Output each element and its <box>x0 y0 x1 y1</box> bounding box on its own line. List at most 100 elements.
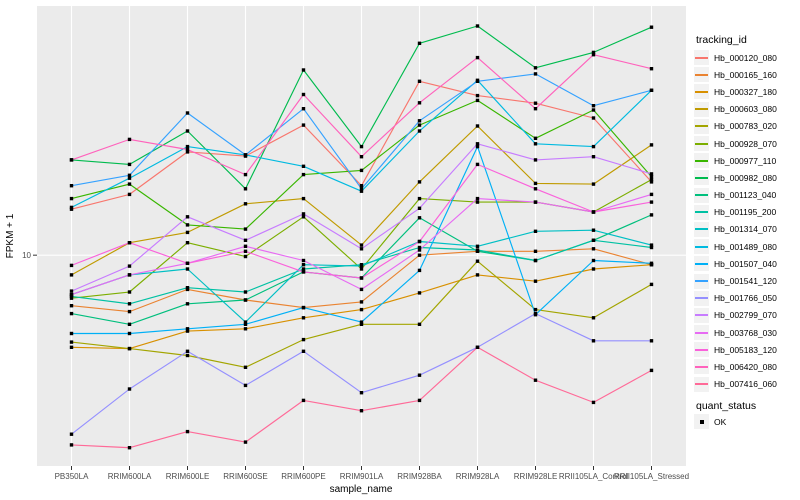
quant-ok-key <box>694 414 709 430</box>
data-point-marker <box>301 123 306 127</box>
data-point-marker <box>417 41 422 45</box>
legend-item-Hb_005183_120: Hb_005183_120 <box>694 341 777 358</box>
x-tick-label: RRIM600LE <box>166 472 210 481</box>
legend-key <box>694 342 709 358</box>
data-point-marker <box>301 92 306 97</box>
legend-item-label: Hb_000120_080 <box>714 52 777 63</box>
legend-key <box>694 307 709 323</box>
data-point-marker <box>591 258 596 263</box>
data-point-marker <box>533 307 538 312</box>
data-point-marker <box>533 187 538 191</box>
data-point-marker <box>359 409 364 413</box>
data-point-marker <box>417 322 422 326</box>
data-point-marker <box>475 93 480 98</box>
data-point-marker <box>243 153 248 157</box>
data-point-marker <box>301 349 306 353</box>
data-point-marker <box>475 200 480 204</box>
data-point-marker <box>185 286 190 290</box>
data-point-marker <box>591 155 596 159</box>
legend-item-label: Hb_000327_180 <box>714 86 777 97</box>
data-point-marker <box>591 144 596 149</box>
data-point-marker <box>359 187 364 191</box>
data-point-marker <box>185 329 190 333</box>
data-point-marker <box>301 263 306 267</box>
data-point-marker <box>591 316 596 320</box>
data-point-marker <box>359 276 364 280</box>
data-point-marker <box>359 391 364 395</box>
data-point-marker <box>591 247 596 251</box>
data-point-marker <box>417 79 422 83</box>
x-tick-label: RRII105LA_Stressed <box>614 472 689 481</box>
data-point-marker <box>185 111 190 115</box>
legend-line-swatch-icon <box>695 125 708 128</box>
data-point-marker <box>649 368 654 373</box>
data-point-marker <box>417 119 422 123</box>
data-point-marker <box>475 144 480 149</box>
data-point-marker <box>69 196 74 201</box>
legend-item-Hb_000603_080: Hb_000603_080 <box>694 101 777 118</box>
data-point-marker <box>649 175 654 179</box>
data-point-marker <box>417 216 422 220</box>
legend-line-swatch-icon <box>695 176 708 179</box>
data-point-marker <box>185 215 190 219</box>
legend-item-label: Hb_000603_080 <box>714 104 777 115</box>
data-point-marker <box>301 212 306 216</box>
legend-line-swatch-icon <box>695 73 708 76</box>
legend-line-swatch-icon <box>695 211 708 214</box>
data-point-marker <box>243 327 248 331</box>
data-point-marker <box>475 24 480 28</box>
y-tick-label: 10 <box>22 251 31 260</box>
data-point-marker <box>591 339 596 343</box>
data-point-marker <box>533 142 538 146</box>
data-point-marker <box>533 258 538 263</box>
legend-item-Hb_000327_180: Hb_000327_180 <box>694 83 777 100</box>
data-point-marker <box>533 181 538 186</box>
data-point-marker <box>475 273 480 277</box>
data-point-marker <box>359 247 364 251</box>
x-tick-label: RRIM600SE <box>223 472 267 481</box>
data-point-marker <box>475 142 480 146</box>
legend-item-Hb_001489_080: Hb_001489_080 <box>694 238 777 255</box>
data-point-marker <box>243 238 248 242</box>
data-point-marker <box>127 162 132 167</box>
data-point-marker <box>475 98 480 103</box>
legend-key <box>694 359 709 375</box>
data-point-marker <box>243 365 248 369</box>
data-point-marker <box>591 53 596 57</box>
data-point-marker <box>649 172 654 176</box>
black-square-marker-icon <box>699 419 704 424</box>
legend-key <box>694 118 709 134</box>
legend-item-label: Hb_005183_120 <box>714 344 777 355</box>
data-point-marker <box>359 322 364 326</box>
data-point-marker <box>69 294 74 299</box>
legend-key <box>694 221 709 237</box>
data-point-marker <box>533 107 538 111</box>
data-point-marker <box>185 267 190 271</box>
legend-item-Hb_000120_080: Hb_000120_080 <box>694 49 777 66</box>
data-point-marker <box>127 173 132 177</box>
data-point-marker <box>301 267 306 271</box>
data-point-marker <box>69 443 74 447</box>
data-point-marker <box>359 189 364 193</box>
data-point-marker <box>127 264 132 268</box>
legend-item-Hb_002799_070: Hb_002799_070 <box>694 307 777 324</box>
data-point-marker <box>417 101 422 105</box>
data-point-marker <box>475 124 480 128</box>
data-point-marker <box>69 205 74 210</box>
data-point-marker <box>127 346 132 351</box>
legend-item-Hb_003768_030: Hb_003768_030 <box>694 324 777 341</box>
legend-item-Hb_001541_120: Hb_001541_120 <box>694 272 777 289</box>
legend-item-Hb_000783_020: Hb_000783_020 <box>694 118 777 135</box>
data-point-marker <box>359 300 364 304</box>
data-point-marker <box>69 158 74 162</box>
data-point-marker <box>591 182 596 186</box>
data-point-marker <box>649 25 654 29</box>
data-point-marker <box>475 259 480 263</box>
data-point-marker <box>649 177 654 182</box>
x-tick-label: RRII105LA_Control <box>559 472 629 481</box>
legend-line-swatch-icon <box>695 56 708 59</box>
data-point-marker <box>533 66 538 70</box>
data-point-marker <box>301 398 306 403</box>
data-point-marker <box>243 202 248 206</box>
